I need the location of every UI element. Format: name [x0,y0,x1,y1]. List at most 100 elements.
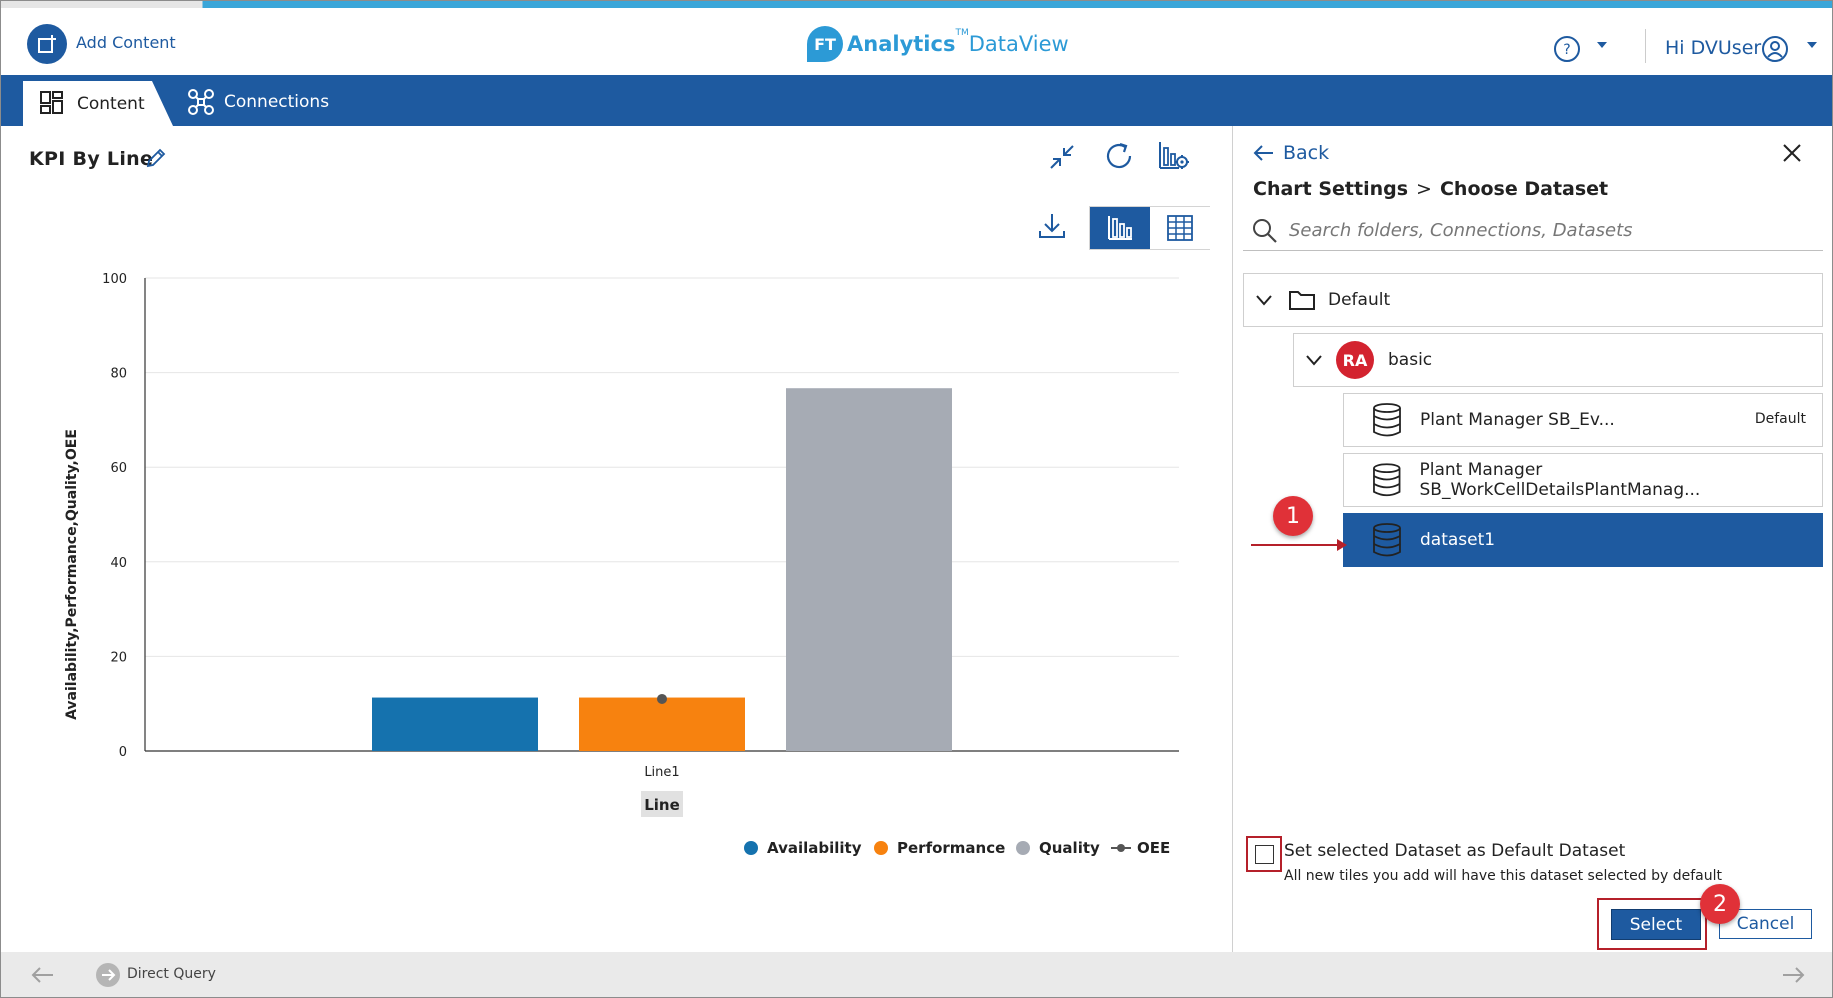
tile-panel: KPI By Line [1,126,1232,952]
default-dataset-label[interactable]: Set selected Dataset as Default Dataset [1284,841,1626,861]
kpi-bar-chart: 0 20 40 60 80 100 Line1 Line Availability,Perfor… [64,272,1179,857]
x-tick-label: Line1 [644,765,679,780]
default-badge: Default [1754,411,1806,427]
app-header: Add Content FT Analytics TM DataView ? H… [1,8,1832,75]
app-logo: FT Analytics TM DataView [807,22,1069,66]
connection-label: basic [1388,350,1433,370]
top-accent-stripe [1,1,1832,8]
database-icon [1373,403,1401,437]
annotation-arrow-head [1337,539,1347,551]
user-avatar-icon[interactable] [1761,35,1789,63]
dataset-search [1243,208,1823,251]
chart-settings-icon[interactable] [1157,140,1191,172]
brand-secondary: DataView [968,32,1069,56]
y-tick-label: 40 [110,556,127,571]
tree-dataset-row[interactable]: Plant Manager SB_WorkCellDetailsPlantMan… [1343,453,1823,507]
bar-availability [372,697,538,751]
user-dropdown-caret[interactable] [1807,42,1817,48]
ft-logo-mark: FT [807,26,843,62]
breadcrumb-choose-dataset: Choose Dataset [1439,178,1609,200]
point-oee [657,693,667,704]
legend-swatch-performance [874,841,888,855]
dataset-label: Plant Manager SB_Ev... [1420,410,1615,430]
close-icon[interactable] [1781,142,1803,164]
select-button[interactable]: Select [1611,909,1701,940]
legend-swatch-oee [1117,844,1125,852]
x-axis-label: Line [644,796,680,814]
y-tick-label: 100 [102,272,127,287]
search-icon [1253,219,1277,243]
legend-swatch-quality [1016,841,1030,855]
choose-dataset-panel: Back Chart Settings > Choose Dataset [1233,126,1832,952]
x-axis-label-bg [641,791,683,817]
tree-connection-basic[interactable]: RA basic [1293,333,1823,387]
add-content-button[interactable] [27,24,67,64]
legend-label: OEE [1137,839,1170,857]
header-divider [1645,29,1646,63]
collapse-icon[interactable] [1047,142,1077,172]
table-grid-icon [1167,215,1193,241]
legend-label: Quality [1039,839,1100,857]
arrow-left-icon[interactable] [31,965,55,985]
step-marker-2: 2 [1700,884,1740,924]
help-dropdown-caret[interactable] [1597,42,1607,48]
cancel-button[interactable]: Cancel [1719,909,1812,939]
user-greeting[interactable]: Hi DVUser [1665,37,1762,59]
dashboard-grid-icon [40,91,63,114]
breadcrumb: Chart Settings > Choose Dataset [1253,178,1608,200]
default-dataset-checkbox[interactable] [1255,845,1274,864]
dataset-label: dataset1 [1420,530,1496,550]
y-tick-label: 80 [110,367,127,382]
back-button[interactable]: Back [1253,142,1329,164]
bar-performance [579,697,745,751]
tree-dataset-row-selected[interactable]: dataset1 [1343,513,1823,567]
folder-icon [1289,291,1315,310]
rockwell-logo-icon: RA [1336,341,1374,379]
panel-splitter[interactable] [1232,126,1233,952]
footer-bar: Direct Query [1,952,1832,997]
refresh-icon[interactable] [1103,140,1135,172]
chevron-down-icon [1256,295,1272,306]
tree-folder-default[interactable]: Default [1243,273,1823,327]
table-view-button[interactable] [1150,207,1210,249]
legend-swatch-availability [744,841,758,855]
y-tick-label: 0 [119,745,127,760]
back-label: Back [1283,142,1330,164]
y-tick-label: 20 [110,650,127,665]
y-axis-label: Availability,Performance,Quality,OEE [64,429,80,720]
connections-network-icon [188,89,214,115]
search-input[interactable] [1289,216,1809,244]
help-icon[interactable]: ? [1553,35,1581,63]
bar-chart-icon [1108,216,1132,240]
download-icon[interactable] [1037,211,1067,241]
add-content-label[interactable]: Add Content [76,33,176,52]
brand-primary: Analytics [847,32,956,56]
tab-content[interactable]: Content [23,81,173,126]
arrow-right-icon[interactable] [1781,965,1805,985]
tree-dataset-row[interactable]: Plant Manager SB_Ev... Default [1343,393,1823,447]
add-tile-icon [38,35,56,53]
chevron-down-icon [1306,355,1322,366]
breadcrumb-chart-settings[interactable]: Chart Settings [1253,178,1409,200]
default-dataset-hint: All new tiles you add will have this dat… [1284,868,1722,884]
bar-quality [786,388,952,751]
view-toggle [1089,206,1210,250]
annotation-highlight-select: Select [1597,898,1707,950]
annotation-arrow-line [1251,544,1337,546]
dataset-label: Plant Manager SB_WorkCellDetailsPlantMan… [1419,460,1701,500]
tab-connections[interactable]: Connections [187,85,329,119]
y-tick-label: 60 [110,461,127,476]
query-mode-label: Direct Query [127,966,216,982]
edit-title-icon[interactable] [144,146,168,170]
tab-content-label: Content [77,94,145,114]
database-icon [1373,523,1401,557]
tile-title: KPI By Line [29,148,154,170]
folder-label: Default [1328,290,1391,310]
tab-connections-label: Connections [224,92,330,112]
annotation-highlight-checkbox [1246,836,1282,872]
database-icon [1373,463,1401,497]
chart-view-button[interactable] [1090,207,1150,249]
direct-query-icon [96,963,120,987]
brand-trademark: TM [955,28,969,38]
